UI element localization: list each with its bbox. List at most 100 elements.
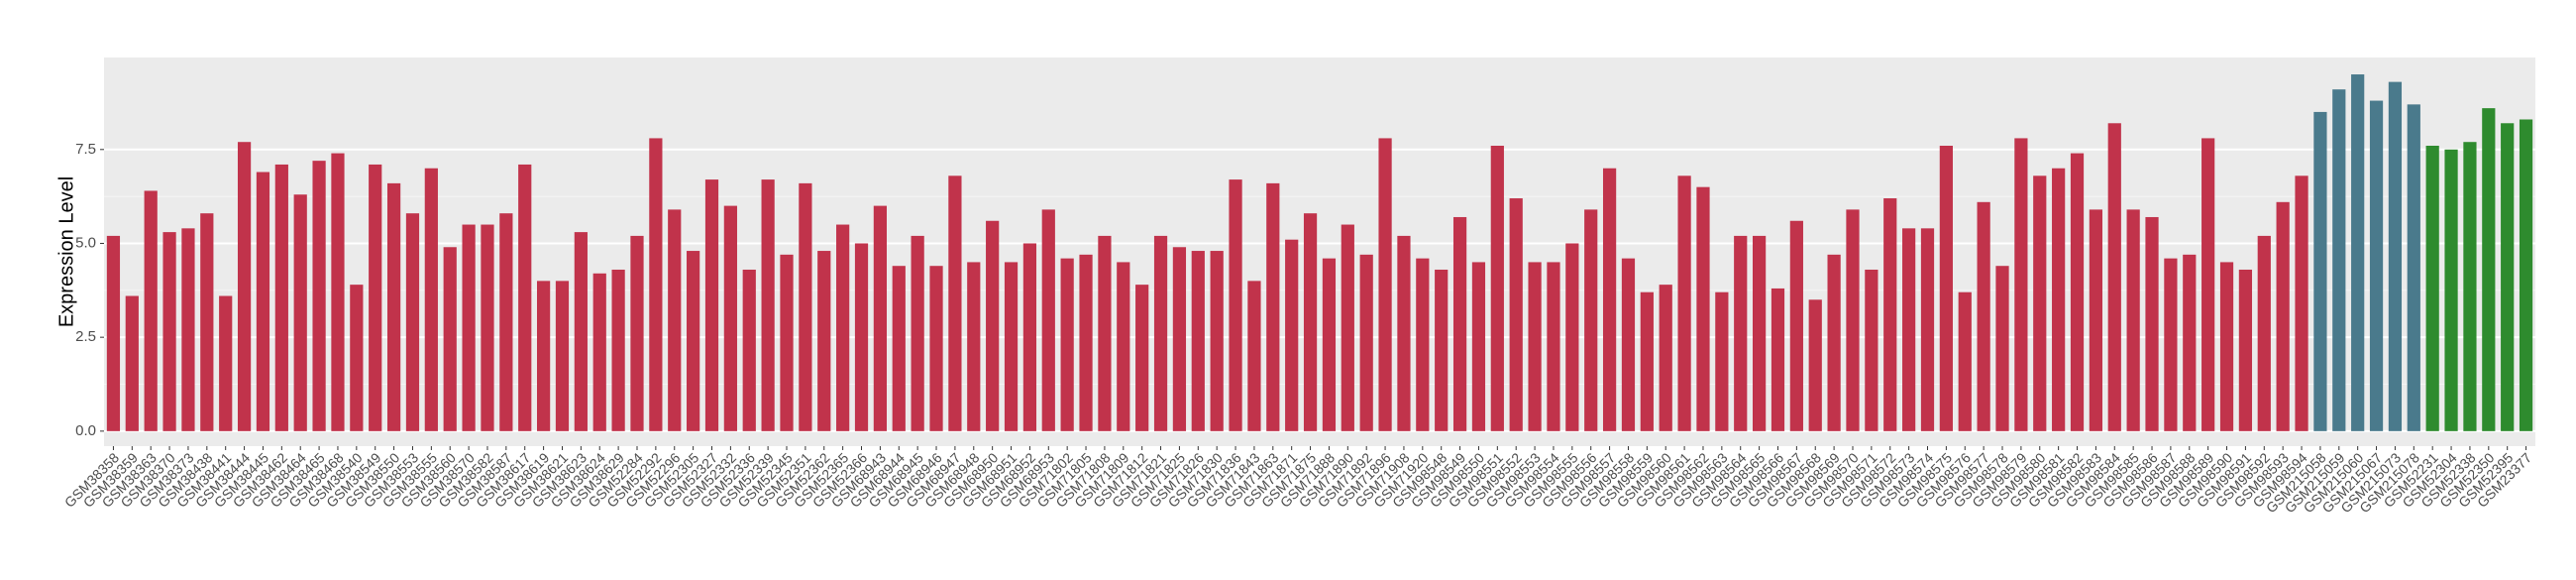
bar bbox=[1471, 262, 1486, 431]
bar bbox=[1285, 239, 1299, 431]
bar bbox=[2238, 269, 2253, 431]
bar bbox=[2295, 175, 2308, 431]
bar bbox=[1229, 179, 1242, 431]
bar bbox=[537, 281, 551, 431]
bar bbox=[630, 235, 644, 431]
bar bbox=[967, 262, 981, 431]
bar bbox=[1172, 247, 1187, 431]
bar bbox=[144, 190, 158, 431]
bar bbox=[1247, 281, 1261, 431]
bar bbox=[2351, 74, 2365, 431]
bar bbox=[1584, 209, 1598, 431]
y-tick-label: 2.5 bbox=[75, 328, 96, 345]
bar bbox=[892, 266, 906, 431]
bar bbox=[2126, 209, 2140, 431]
bar bbox=[256, 172, 270, 431]
bar bbox=[1022, 243, 1037, 431]
bar bbox=[2070, 153, 2085, 431]
bar bbox=[2276, 201, 2290, 431]
bar bbox=[1920, 228, 1935, 431]
bar bbox=[1303, 213, 1318, 431]
bar bbox=[723, 205, 737, 431]
bar bbox=[2107, 123, 2121, 431]
bar bbox=[986, 220, 1000, 431]
bar bbox=[200, 213, 214, 431]
bar bbox=[386, 182, 401, 431]
bar bbox=[312, 161, 326, 431]
bar bbox=[237, 142, 252, 431]
bar bbox=[1416, 258, 1430, 431]
bar bbox=[1210, 251, 1224, 431]
bar bbox=[1528, 262, 1542, 431]
bar bbox=[2332, 89, 2346, 431]
bar bbox=[1808, 299, 1822, 431]
bar bbox=[1397, 235, 1411, 431]
bar bbox=[2052, 168, 2066, 431]
bar bbox=[2388, 81, 2403, 431]
bar bbox=[1621, 258, 1636, 431]
bar bbox=[668, 209, 682, 431]
bar bbox=[518, 164, 532, 431]
bar bbox=[780, 254, 794, 431]
bar bbox=[2219, 262, 2234, 431]
bar bbox=[1378, 138, 1392, 431]
bar bbox=[2407, 104, 2420, 431]
bar bbox=[1565, 243, 1579, 431]
bar bbox=[1135, 285, 1149, 431]
bar bbox=[1341, 224, 1354, 431]
bar bbox=[405, 213, 420, 431]
bar bbox=[2519, 119, 2533, 431]
bar bbox=[2089, 209, 2102, 431]
bar bbox=[1079, 254, 1093, 431]
bar bbox=[555, 281, 570, 431]
bar bbox=[649, 138, 663, 431]
bar bbox=[1322, 258, 1337, 431]
bar bbox=[704, 179, 719, 431]
bar bbox=[1846, 209, 1860, 431]
bar bbox=[836, 224, 850, 431]
bar bbox=[1060, 258, 1074, 431]
bar bbox=[1266, 182, 1280, 431]
bar bbox=[873, 205, 887, 431]
bar bbox=[1117, 262, 1130, 431]
bar bbox=[1677, 175, 1691, 431]
bar bbox=[369, 164, 382, 431]
bar bbox=[1041, 209, 1055, 431]
bar bbox=[1977, 201, 1990, 431]
bar bbox=[2183, 254, 2197, 431]
bar bbox=[1452, 216, 1467, 431]
bar bbox=[592, 273, 606, 431]
bar bbox=[1827, 254, 1841, 431]
bar bbox=[331, 153, 345, 431]
bar bbox=[1958, 291, 1972, 431]
bar bbox=[1004, 262, 1019, 431]
bar bbox=[948, 175, 962, 431]
bar bbox=[742, 269, 756, 431]
bar bbox=[462, 224, 476, 431]
bar bbox=[1509, 198, 1523, 431]
bar bbox=[274, 164, 288, 431]
bar bbox=[1640, 291, 1654, 431]
bar bbox=[1098, 235, 1112, 431]
bar bbox=[293, 194, 307, 431]
bar bbox=[817, 251, 831, 431]
bar bbox=[2444, 149, 2458, 431]
bar bbox=[2463, 142, 2477, 431]
bar bbox=[499, 213, 513, 431]
bar bbox=[2145, 216, 2159, 431]
bar bbox=[1435, 269, 1449, 431]
bar bbox=[1547, 262, 1560, 431]
bar bbox=[854, 243, 869, 431]
bar bbox=[125, 295, 139, 431]
bar bbox=[2257, 235, 2271, 431]
y-tick-label: 7.5 bbox=[75, 141, 96, 158]
bar bbox=[162, 232, 176, 431]
bar bbox=[2425, 146, 2439, 431]
bar bbox=[1771, 288, 1785, 431]
bar bbox=[1789, 220, 1803, 431]
bar bbox=[2201, 138, 2215, 431]
bar bbox=[2033, 175, 2047, 431]
bar bbox=[1191, 251, 1205, 431]
